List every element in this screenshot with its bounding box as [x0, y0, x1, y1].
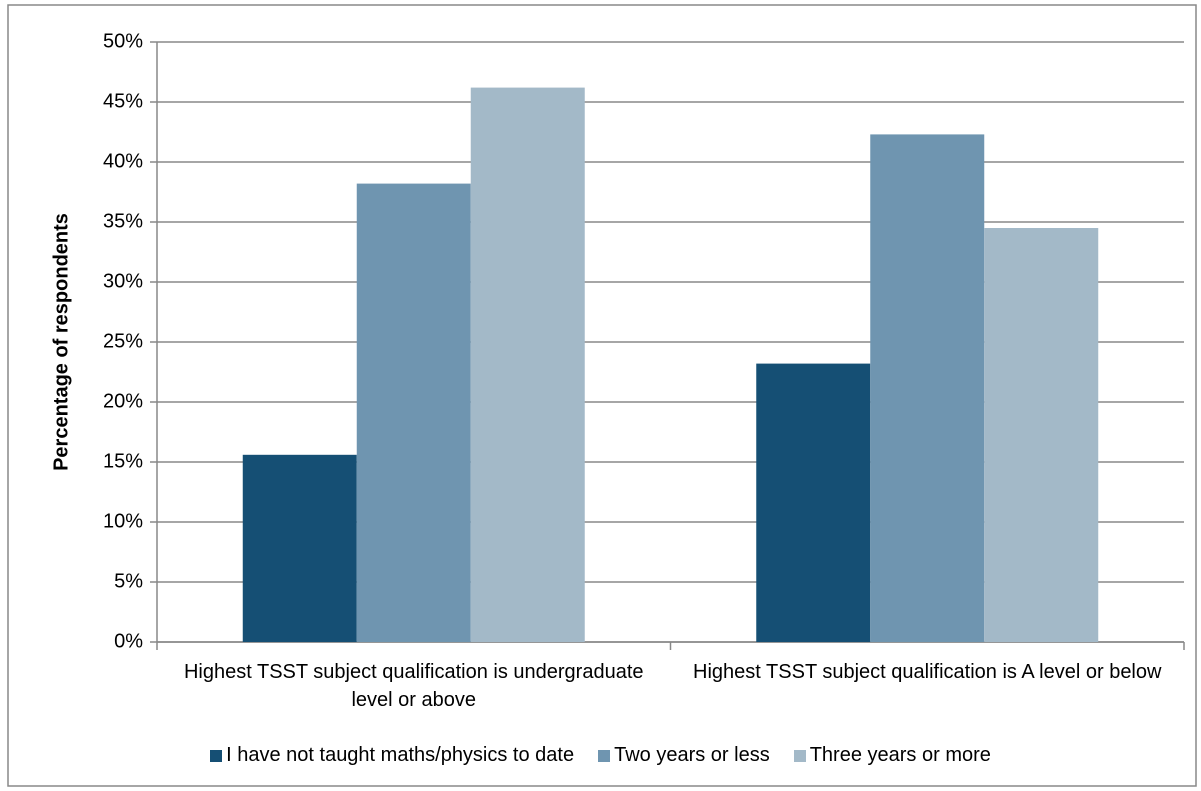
- legend-item: Two years or less: [598, 744, 770, 767]
- y-axis-label: Percentage of respondents: [50, 213, 72, 471]
- y-tick-label: 50%: [103, 30, 143, 52]
- legend-label: Two years or less: [614, 744, 770, 766]
- bar: [984, 228, 1099, 642]
- legend-swatch: [793, 749, 806, 762]
- legend-swatch: [598, 749, 611, 762]
- legend-item: Three years or more: [793, 744, 991, 767]
- legend: I have not taught maths/physics to date T…: [0, 744, 1201, 767]
- legend-item: I have not taught maths/physics to date: [210, 744, 574, 767]
- y-tick-label: 35%: [103, 210, 143, 232]
- bar: [870, 134, 985, 642]
- x-tick-label: Highest TSST subject qualification is un…: [183, 661, 644, 711]
- y-tick-label: 40%: [103, 150, 143, 172]
- y-tick-label: 15%: [103, 450, 143, 472]
- y-tick-label: 10%: [103, 510, 143, 532]
- legend-label: I have not taught maths/physics to date: [226, 744, 575, 766]
- y-tick-label: 25%: [103, 330, 143, 352]
- bar: [470, 87, 585, 643]
- y-tick-label: 5%: [114, 570, 143, 592]
- y-tick-label: 30%: [103, 270, 143, 292]
- bar: [356, 183, 471, 642]
- y-tick-label: 0%: [114, 630, 143, 652]
- frame: [7, 4, 1197, 787]
- legend-label: Three years or more: [809, 744, 991, 766]
- y-tick-label: 45%: [103, 90, 143, 112]
- bar: [756, 363, 871, 642]
- x-tick-label: Highest TSST subject qualification is A …: [693, 661, 1162, 683]
- bar: [242, 454, 357, 642]
- legend-swatch: [210, 749, 223, 762]
- y-tick-label: 20%: [103, 390, 143, 412]
